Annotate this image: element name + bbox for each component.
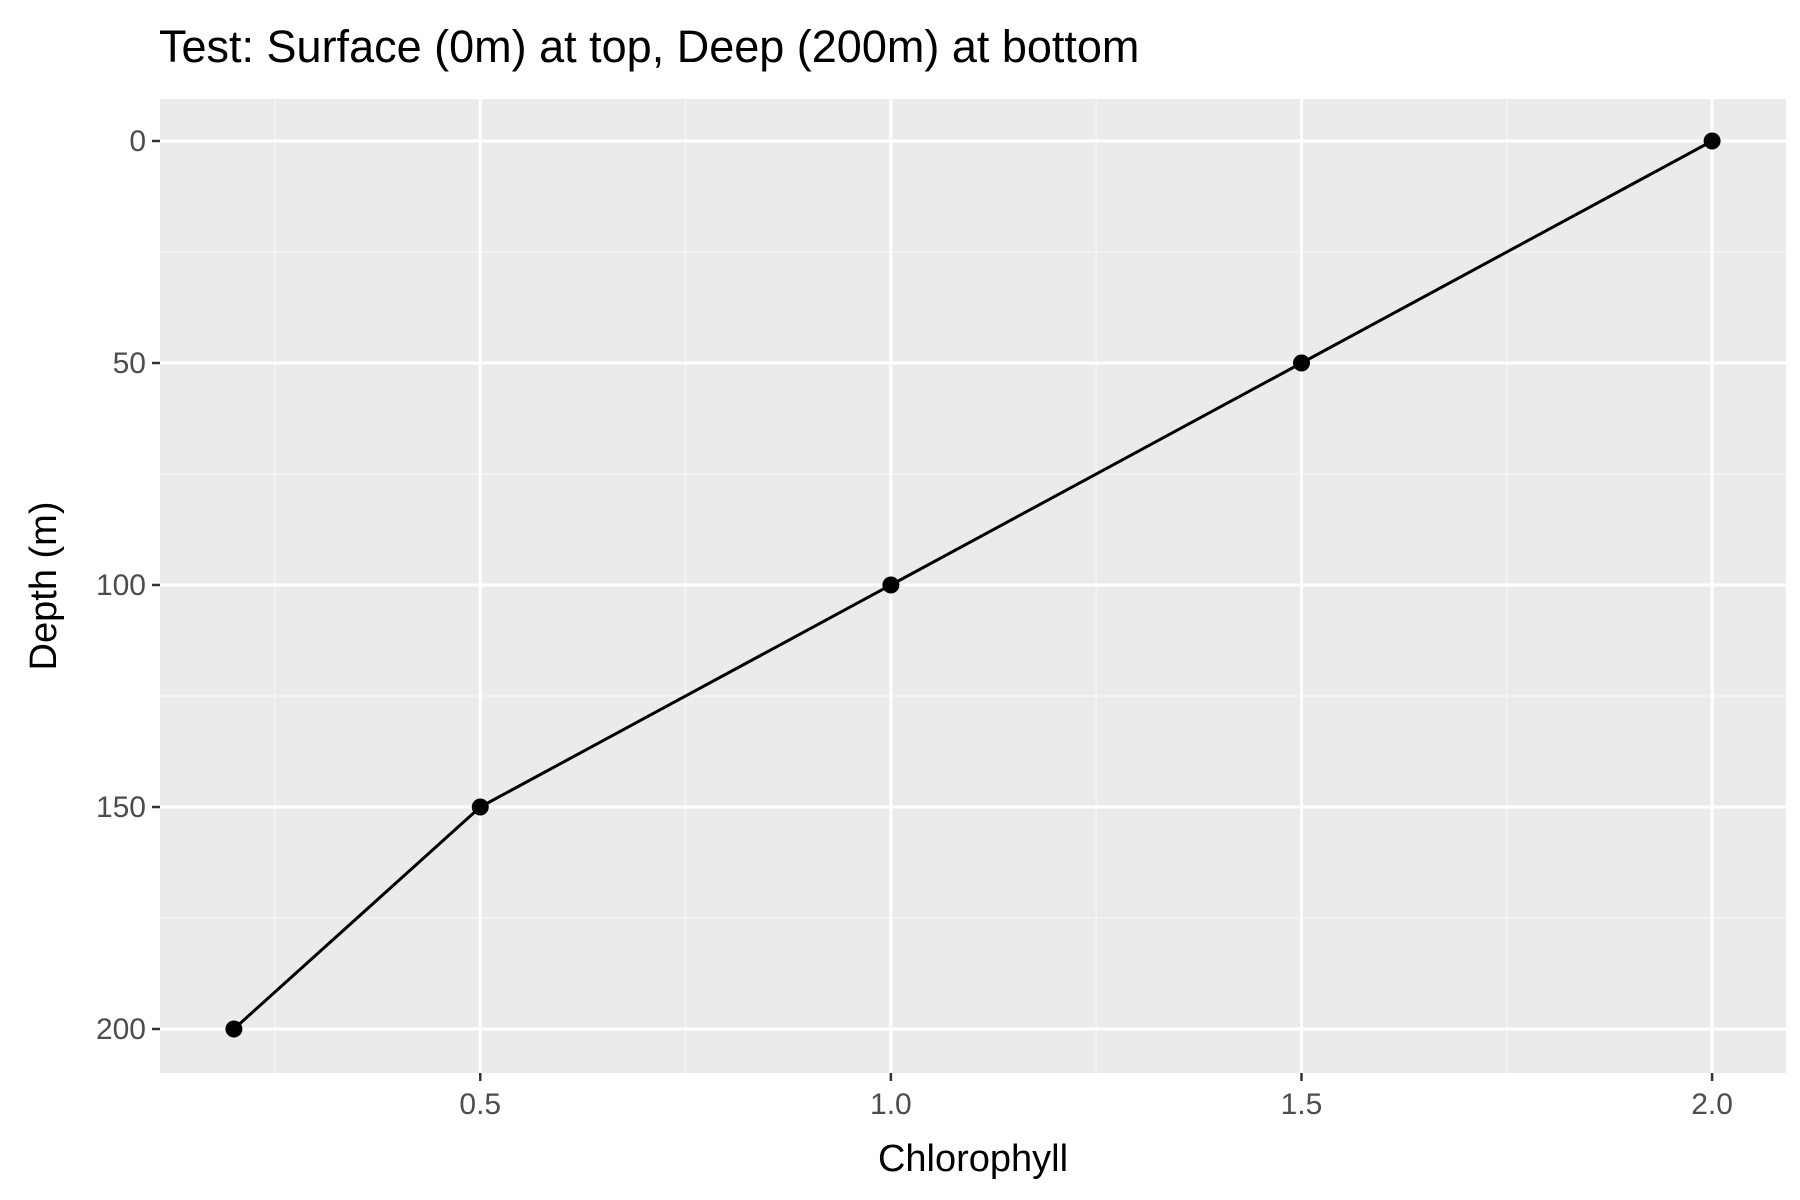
y-tick-label: 0 (129, 125, 146, 158)
y-axis: 0 50 100 150 200 (96, 125, 160, 1046)
y-tick-label: 100 (96, 569, 146, 602)
data-point (225, 1020, 243, 1038)
x-axis: 0.5 1.0 1.5 2.0 (459, 1073, 1733, 1121)
x-tick-label: 2.0 (1691, 1088, 1733, 1121)
x-tick-label: 1.5 (1281, 1088, 1323, 1121)
data-point (1292, 354, 1310, 372)
data-point (1703, 132, 1721, 150)
x-axis-title: Chlorophyll (878, 1138, 1068, 1180)
data-series (225, 132, 1721, 1038)
y-tick-label: 50 (113, 347, 146, 380)
x-tick-label: 0.5 (459, 1088, 501, 1121)
y-tick-label: 150 (96, 791, 146, 824)
y-axis-title: Depth (m) (23, 502, 65, 671)
chart-title: Test: Surface (0m) at top, Deep (200m) a… (159, 21, 1139, 72)
data-point (882, 576, 900, 594)
y-tick-label: 200 (96, 1013, 146, 1046)
x-tick-label: 1.0 (870, 1088, 912, 1121)
data-point (471, 798, 489, 816)
